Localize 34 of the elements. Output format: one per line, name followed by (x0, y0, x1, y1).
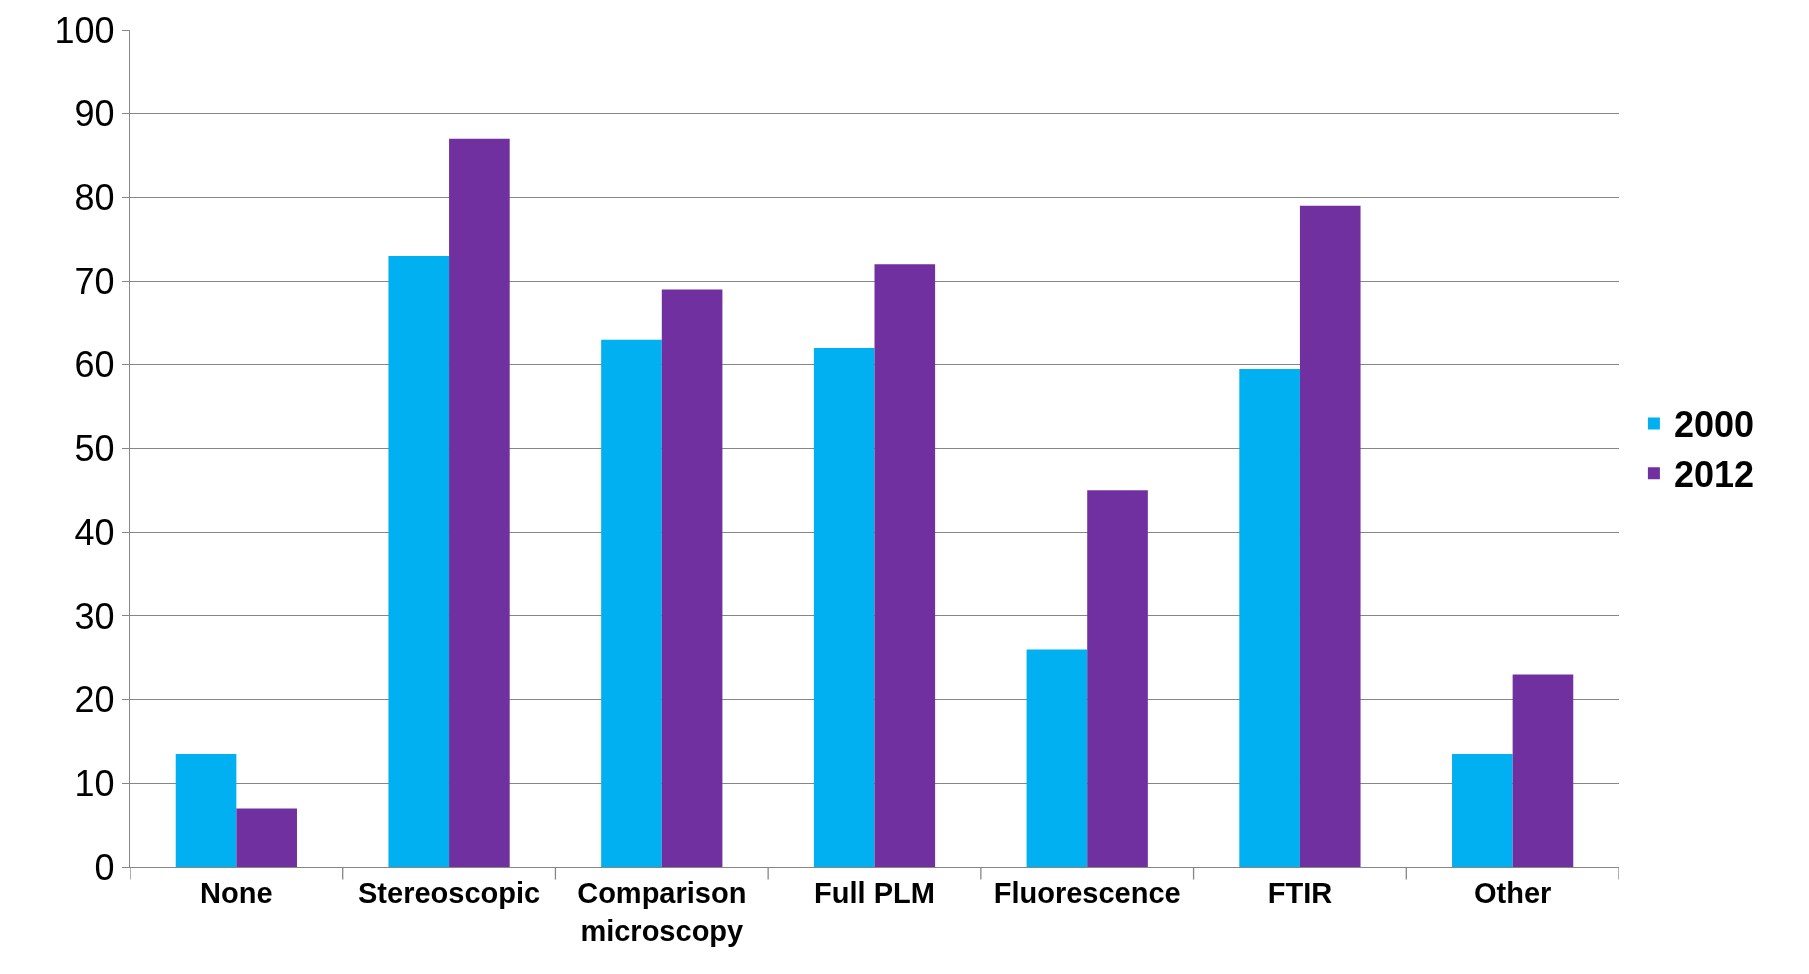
y-tick-label: 40 (74, 511, 115, 553)
y-tick-label: 50 (74, 428, 115, 470)
legend-label: 2012 (1673, 454, 1754, 496)
bar (388, 255, 450, 867)
bar (813, 348, 875, 867)
bar (601, 339, 662, 867)
y-tick-label: 60 (74, 344, 115, 386)
x-tick-label: Fluorescence (993, 876, 1181, 909)
x-tick-label: Stereoscopic (358, 876, 541, 909)
y-tick-label: 30 (74, 595, 115, 637)
bar (1026, 649, 1088, 867)
bar (1452, 754, 1513, 867)
bar (874, 264, 936, 867)
bar (661, 289, 723, 867)
y-tick-label: 90 (74, 93, 115, 135)
x-tick-label: Comparison microscopy (577, 876, 747, 947)
x-tick-label: None (200, 876, 273, 909)
x-tick-label: Other (1473, 876, 1552, 909)
bar (1087, 490, 1148, 867)
bar (175, 754, 237, 867)
bar (449, 138, 510, 867)
y-tick-label: 20 (74, 679, 115, 721)
y-tick-label: 70 (74, 260, 115, 302)
x-tick-label: Full PLM (814, 876, 935, 909)
bar (1239, 368, 1300, 867)
bar (236, 808, 297, 867)
y-tick-label: 10 (74, 762, 115, 804)
bar (1512, 674, 1574, 867)
y-tick-label: 0 (94, 846, 115, 888)
legend-label: 2000 (1673, 404, 1754, 446)
bar (1299, 205, 1361, 867)
y-tick-label: 80 (74, 177, 115, 218)
x-tick-label: FTIR (1267, 876, 1333, 909)
y-tick-label: 100 (54, 9, 115, 51)
